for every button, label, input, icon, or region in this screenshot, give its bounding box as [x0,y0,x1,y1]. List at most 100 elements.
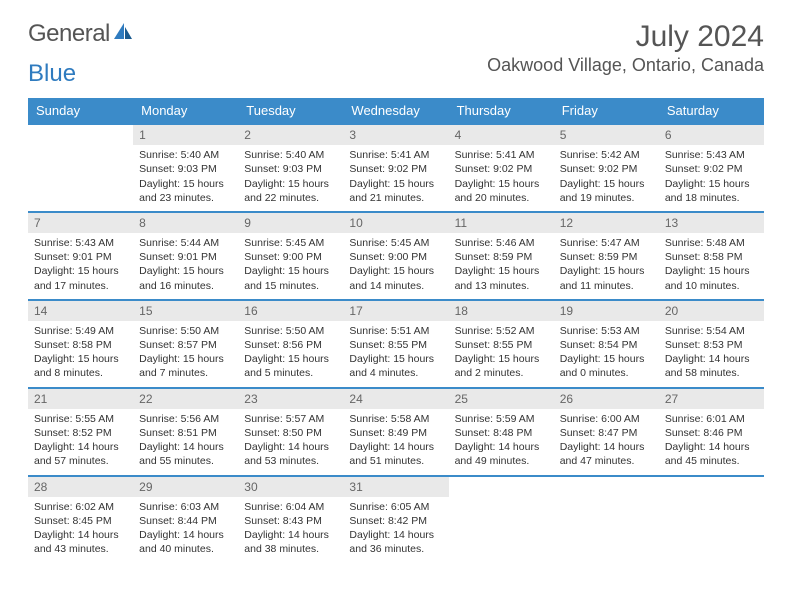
day-content: Sunrise: 5:46 AMSunset: 8:59 PMDaylight:… [449,233,554,299]
calendar-page: General July 2024 Oakwood Village, Ontar… [0,0,792,582]
daylight-text: and 17 minutes. [34,279,127,293]
sunrise-text: Sunrise: 6:04 AM [244,500,337,514]
sunrise-text: Sunrise: 6:00 AM [560,412,653,426]
daylight-text: Daylight: 15 hours [665,264,758,278]
location-text: Oakwood Village, Ontario, Canada [487,55,764,76]
day-content: Sunrise: 5:55 AMSunset: 8:52 PMDaylight:… [28,409,133,475]
daylight-text: and 7 minutes. [139,366,232,380]
day-number: 18 [449,301,554,321]
sunset-text: Sunset: 8:45 PM [34,514,127,528]
daylight-text: Daylight: 15 hours [560,264,653,278]
daylight-text: Daylight: 15 hours [665,177,758,191]
calendar-cell: 1Sunrise: 5:40 AMSunset: 9:03 PMDaylight… [133,125,238,211]
sunrise-text: Sunrise: 5:45 AM [244,236,337,250]
day-number: 22 [133,389,238,409]
sunrise-text: Sunrise: 5:42 AM [560,148,653,162]
sunrise-text: Sunrise: 5:43 AM [34,236,127,250]
daylight-text: and 58 minutes. [665,366,758,380]
sunset-text: Sunset: 8:57 PM [139,338,232,352]
calendar-cell: 23Sunrise: 5:57 AMSunset: 8:50 PMDayligh… [238,389,343,475]
daylight-text: and 23 minutes. [139,191,232,205]
daylight-text: Daylight: 15 hours [455,177,548,191]
daylight-text: and 47 minutes. [560,454,653,468]
sunset-text: Sunset: 8:42 PM [349,514,442,528]
day-number: 28 [28,477,133,497]
daylight-text: Daylight: 14 hours [665,440,758,454]
calendar-cell: 20Sunrise: 5:54 AMSunset: 8:53 PMDayligh… [659,301,764,387]
daylight-text: Daylight: 15 hours [560,177,653,191]
calendar-cell [659,477,764,563]
sunset-text: Sunset: 8:51 PM [139,426,232,440]
day-content: Sunrise: 5:52 AMSunset: 8:55 PMDaylight:… [449,321,554,387]
calendar-cell: 13Sunrise: 5:48 AMSunset: 8:58 PMDayligh… [659,213,764,299]
calendar-grid: Sunday Monday Tuesday Wednesday Thursday… [28,98,764,562]
daylight-text: and 49 minutes. [455,454,548,468]
daylight-text: and 21 minutes. [349,191,442,205]
day-content: Sunrise: 6:05 AMSunset: 8:42 PMDaylight:… [343,497,448,563]
brand-part1: General [28,20,110,48]
sunset-text: Sunset: 9:02 PM [349,162,442,176]
daylight-text: Daylight: 15 hours [244,177,337,191]
sunrise-text: Sunrise: 5:47 AM [560,236,653,250]
daylight-text: Daylight: 14 hours [139,528,232,542]
sunset-text: Sunset: 9:03 PM [139,162,232,176]
day-number: 21 [28,389,133,409]
calendar-cell: 21Sunrise: 5:55 AMSunset: 8:52 PMDayligh… [28,389,133,475]
day-content: Sunrise: 5:51 AMSunset: 8:55 PMDaylight:… [343,321,448,387]
sunset-text: Sunset: 9:00 PM [244,250,337,264]
sunset-text: Sunset: 8:55 PM [455,338,548,352]
day-number: 4 [449,125,554,145]
daylight-text: Daylight: 14 hours [455,440,548,454]
day-content: Sunrise: 5:54 AMSunset: 8:53 PMDaylight:… [659,321,764,387]
day-content [554,497,659,506]
sunrise-text: Sunrise: 5:43 AM [665,148,758,162]
sunset-text: Sunset: 8:56 PM [244,338,337,352]
daylight-text: and 8 minutes. [34,366,127,380]
sunset-text: Sunset: 9:02 PM [560,162,653,176]
day-content: Sunrise: 5:43 AMSunset: 9:02 PMDaylight:… [659,145,764,211]
daylight-text: Daylight: 14 hours [34,528,127,542]
calendar-cell: 8Sunrise: 5:44 AMSunset: 9:01 PMDaylight… [133,213,238,299]
calendar-row: 14Sunrise: 5:49 AMSunset: 8:58 PMDayligh… [28,299,764,387]
day-number: 8 [133,213,238,233]
sunset-text: Sunset: 8:47 PM [560,426,653,440]
daylight-text: and 22 minutes. [244,191,337,205]
sunset-text: Sunset: 8:49 PM [349,426,442,440]
sunrise-text: Sunrise: 6:02 AM [34,500,127,514]
day-content [28,145,133,154]
daylight-text: Daylight: 15 hours [244,264,337,278]
calendar-cell [28,125,133,211]
sunset-text: Sunset: 8:44 PM [139,514,232,528]
sunrise-text: Sunrise: 5:56 AM [139,412,232,426]
daylight-text: and 10 minutes. [665,279,758,293]
day-number: 27 [659,389,764,409]
day-content: Sunrise: 5:40 AMSunset: 9:03 PMDaylight:… [238,145,343,211]
sunrise-text: Sunrise: 6:05 AM [349,500,442,514]
daylight-text: and 53 minutes. [244,454,337,468]
calendar-cell: 31Sunrise: 6:05 AMSunset: 8:42 PMDayligh… [343,477,448,563]
weekday-header: Monday [133,98,238,123]
day-number: 23 [238,389,343,409]
daylight-text: Daylight: 15 hours [139,177,232,191]
daylight-text: and 2 minutes. [455,366,548,380]
weekday-header-row: Sunday Monday Tuesday Wednesday Thursday… [28,98,764,123]
sunset-text: Sunset: 8:59 PM [455,250,548,264]
sunset-text: Sunset: 8:43 PM [244,514,337,528]
daylight-text: and 40 minutes. [139,542,232,556]
sunset-text: Sunset: 9:02 PM [455,162,548,176]
sunrise-text: Sunrise: 5:53 AM [560,324,653,338]
daylight-text: Daylight: 14 hours [34,440,127,454]
daylight-text: Daylight: 14 hours [349,440,442,454]
calendar-cell: 5Sunrise: 5:42 AMSunset: 9:02 PMDaylight… [554,125,659,211]
calendar-cell: 22Sunrise: 5:56 AMSunset: 8:51 PMDayligh… [133,389,238,475]
calendar-cell: 27Sunrise: 6:01 AMSunset: 8:46 PMDayligh… [659,389,764,475]
day-content: Sunrise: 5:59 AMSunset: 8:48 PMDaylight:… [449,409,554,475]
calendar-cell: 6Sunrise: 5:43 AMSunset: 9:02 PMDaylight… [659,125,764,211]
daylight-text: Daylight: 15 hours [139,264,232,278]
sunset-text: Sunset: 8:58 PM [34,338,127,352]
sunrise-text: Sunrise: 6:03 AM [139,500,232,514]
weekday-header: Sunday [28,98,133,123]
day-content: Sunrise: 5:42 AMSunset: 9:02 PMDaylight:… [554,145,659,211]
daylight-text: Daylight: 15 hours [34,352,127,366]
day-content: Sunrise: 5:45 AMSunset: 9:00 PMDaylight:… [238,233,343,299]
